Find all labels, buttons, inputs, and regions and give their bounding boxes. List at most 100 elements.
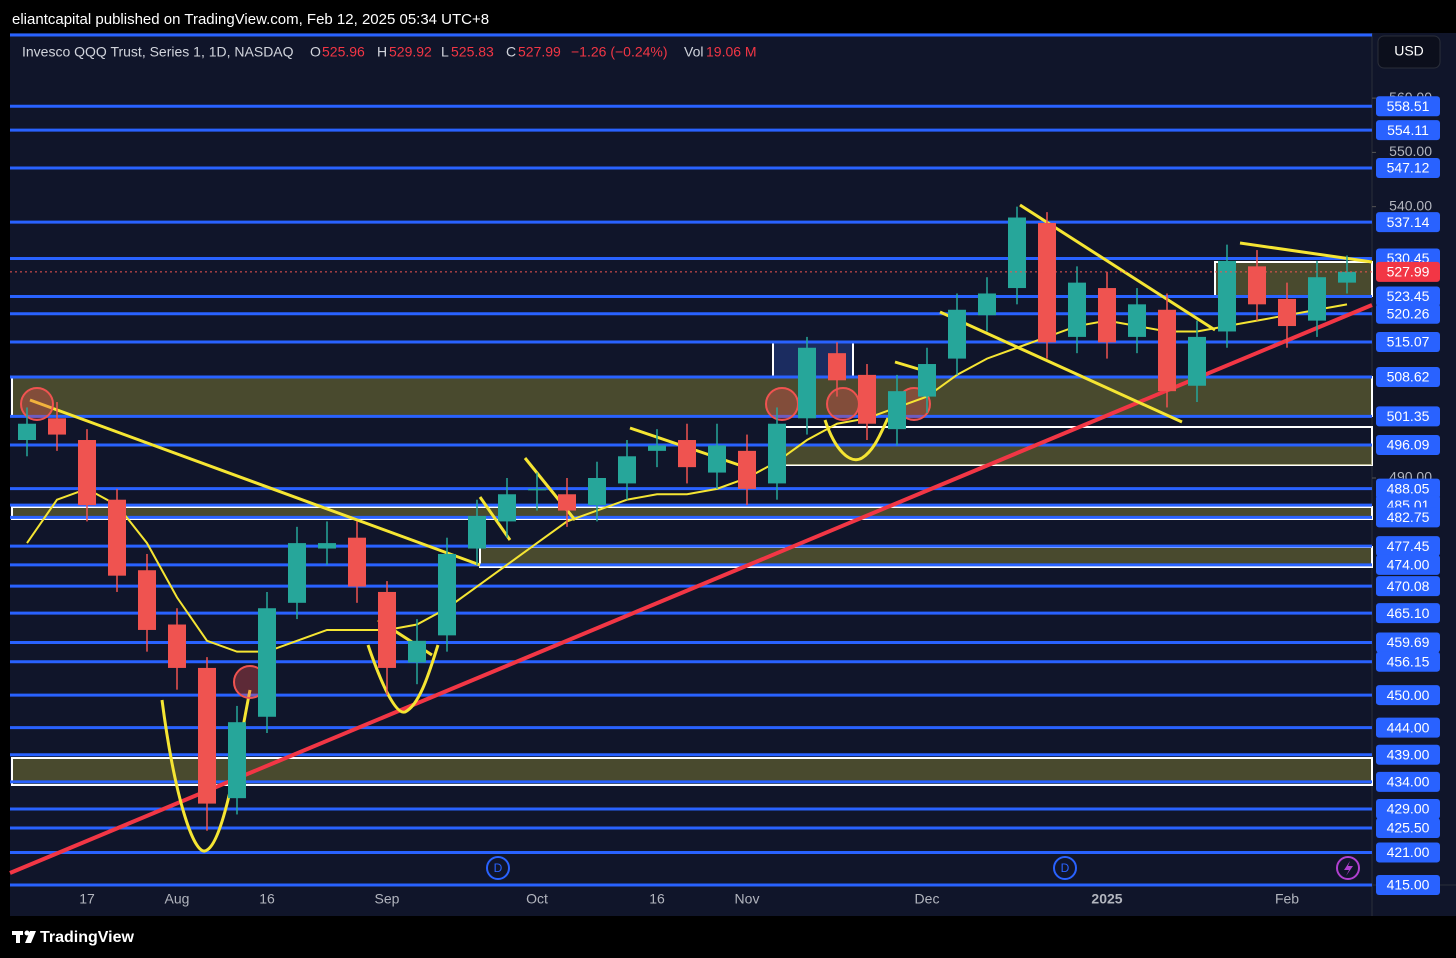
level-label: 515.07 xyxy=(1387,334,1430,350)
cup-drawing xyxy=(366,644,440,714)
candle-body xyxy=(768,423,786,484)
level-label-box xyxy=(1376,406,1440,427)
dividend-marker[interactable] xyxy=(486,856,510,880)
candle-body xyxy=(288,543,306,603)
level-label: 558.51 xyxy=(1387,98,1430,114)
current-price-box xyxy=(1376,261,1440,282)
level-label: 523.45 xyxy=(1387,288,1430,304)
candle-body xyxy=(558,494,576,511)
zone xyxy=(775,445,1372,465)
level-label-box xyxy=(1376,554,1440,575)
candle-body xyxy=(858,374,876,424)
legend-row: Invesco QQQ Trust, Series 1, 1D, NASDAQ … xyxy=(22,44,757,60)
level-label: 547.12 xyxy=(1387,160,1430,176)
footer-brand: TradingView xyxy=(40,929,135,946)
level-label-box xyxy=(1376,685,1440,706)
y-tick-label: 550.00 xyxy=(1389,143,1432,159)
candle-body xyxy=(1068,282,1086,337)
level-label: 444.00 xyxy=(1387,719,1430,735)
candle-body xyxy=(1158,309,1176,392)
candle-body xyxy=(138,570,156,630)
x-tick-label: Sep xyxy=(375,891,400,907)
level-label-box xyxy=(1376,875,1440,895)
candle-body xyxy=(168,624,186,668)
level-label: 421.00 xyxy=(1387,844,1430,860)
level-label: 429.00 xyxy=(1387,801,1430,817)
candle-body xyxy=(588,477,606,506)
level-label: 508.62 xyxy=(1387,369,1430,385)
symbol: Invesco QQQ Trust, Series 1, 1D, NASDAQ xyxy=(22,44,294,60)
trendline xyxy=(939,310,1183,424)
candle-body xyxy=(738,450,756,489)
candle-body xyxy=(1038,222,1056,343)
event-marker[interactable] xyxy=(1336,856,1360,880)
candle-body xyxy=(1008,217,1026,289)
level-label: 456.15 xyxy=(1387,653,1430,669)
logo-part xyxy=(24,930,30,936)
level-label-box xyxy=(1376,434,1440,455)
level-label-box xyxy=(1376,771,1440,792)
candle-body xyxy=(408,640,426,663)
x-tick-label: Oct xyxy=(526,891,548,907)
level-label-box xyxy=(1376,717,1440,738)
zone xyxy=(1214,261,1373,297)
level-label: 450.00 xyxy=(1387,687,1430,703)
level-label-box xyxy=(1376,331,1440,352)
level-label-box xyxy=(1376,366,1440,387)
candle-body xyxy=(828,353,846,381)
candle-body xyxy=(1248,266,1266,305)
candle-body xyxy=(108,499,126,576)
candle-body xyxy=(468,515,486,549)
x-tick-label: Nov xyxy=(735,891,760,907)
dividend-marker-label: D xyxy=(494,861,503,875)
candle-body xyxy=(318,543,336,549)
level-label: 439.00 xyxy=(1387,746,1430,762)
lightning-icon xyxy=(1344,861,1353,876)
level-label: 520.26 xyxy=(1387,305,1430,321)
candle-body xyxy=(498,494,516,522)
level-label-box xyxy=(1376,818,1440,839)
x-tick-label: Feb xyxy=(1275,891,1299,907)
level-label-box xyxy=(1376,158,1440,179)
legend-value: 19.06 M xyxy=(706,44,757,60)
candle-body xyxy=(258,608,276,717)
level-label-box xyxy=(1376,478,1440,499)
legend-label: C xyxy=(506,44,516,60)
legend-value: 527.99 xyxy=(518,44,561,60)
level-label-box xyxy=(1376,96,1440,117)
candle-body xyxy=(378,591,396,668)
trendline xyxy=(1239,241,1373,264)
level-label-box xyxy=(1376,603,1440,624)
level-label-box xyxy=(1376,536,1440,557)
level-label-box xyxy=(1376,507,1440,528)
level-label: 474.00 xyxy=(1387,557,1430,573)
dividend-marker[interactable] xyxy=(1053,856,1077,880)
candle-body xyxy=(1218,260,1236,332)
level-label: 425.50 xyxy=(1387,820,1430,836)
candle-body xyxy=(1098,288,1116,343)
candle-body xyxy=(978,293,996,316)
candle-body xyxy=(618,456,636,484)
currency-button[interactable] xyxy=(1377,35,1441,69)
x-tick-label: 2025 xyxy=(1091,891,1122,907)
level-label-box xyxy=(1376,842,1440,863)
currency[interactable]: USD xyxy=(1394,43,1424,59)
x-tick-label: Aug xyxy=(165,891,190,907)
candle-body xyxy=(228,722,246,799)
candle-body xyxy=(1338,271,1356,283)
y-tick-label: 540.00 xyxy=(1389,197,1432,213)
highlight-circle xyxy=(20,387,54,421)
level-label: 488.05 xyxy=(1387,480,1430,496)
candle-body xyxy=(648,445,666,451)
level-label: 482.75 xyxy=(1387,509,1430,525)
level-label-box xyxy=(1376,286,1440,307)
level-label: 554.11 xyxy=(1387,122,1429,138)
levels xyxy=(10,104,1372,887)
level-label-box xyxy=(1376,744,1440,765)
level-label: 434.00 xyxy=(1387,774,1430,790)
x-tick-label: 16 xyxy=(259,891,275,907)
candle-body xyxy=(888,391,906,430)
level-label: 415.00 xyxy=(1387,877,1430,893)
publisher-line: eliantcapital published on TradingView.c… xyxy=(12,11,489,28)
axis: 560.00550.00540.00490.00558.51554.11547.… xyxy=(79,89,1440,907)
